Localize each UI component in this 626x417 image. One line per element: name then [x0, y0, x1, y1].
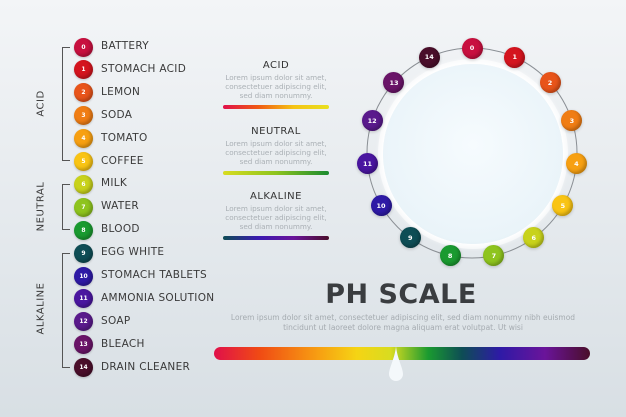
ring-ph-badge: 0	[461, 37, 483, 59]
ph-badge: 2	[74, 83, 93, 103]
ring-ph-badge: 1	[504, 46, 526, 68]
panel-text: Lorem ipsum dolor sit amet, consectetuer…	[225, 204, 327, 231]
item-label: STOMACH TABLETS	[101, 269, 208, 281]
ph-badge: 11	[74, 289, 93, 309]
item-label: STOMACH ACID	[101, 62, 187, 75]
panel-title: ACID	[262, 60, 290, 71]
ring-ph-badge: 10	[370, 195, 392, 216]
ring-ph-badge: 7	[483, 245, 505, 267]
panel-neutral: NEUTRAL Lorem ipsum dolor sit amet, cons…	[218, 126, 334, 175]
ring-ph-badge: 5	[552, 195, 574, 216]
item-label: COFFEE	[101, 154, 144, 167]
ring-ph-badge: 9	[399, 227, 421, 249]
alkaline-gradient-bar	[223, 236, 329, 240]
acid-bracket	[62, 47, 70, 161]
ph-badge: 3	[74, 106, 93, 126]
item-label: BLEACH	[101, 337, 145, 350]
ph-badge: 14	[74, 358, 93, 378]
ring-ph-badge: 6	[523, 227, 545, 249]
item-label: MILK	[101, 177, 128, 190]
item-label: LEMON	[101, 85, 141, 98]
item-label: AMMONIA SOLUTION	[101, 291, 215, 304]
item-label: WATER	[101, 200, 140, 213]
ph-badge: 8	[74, 220, 93, 240]
ph-badge: 10	[74, 266, 93, 286]
ph-badge: 13	[74, 335, 93, 355]
alkaline-bracket	[62, 253, 70, 368]
center-glass-circle	[383, 64, 563, 244]
ring-ph-badge: 14	[418, 46, 440, 68]
panel-text: Lorem ipsum dolor sit amet, consectetuer…	[225, 139, 327, 166]
item-label: BATTERY	[101, 40, 149, 52]
panel-title: NEUTRAL	[251, 126, 301, 137]
ph-badge: 5	[74, 152, 93, 171]
ph-badge: 7	[74, 197, 93, 217]
item-label: DRAIN CLEANER	[101, 360, 191, 373]
item-label: BLOOD	[101, 223, 140, 236]
panel-title: ALKALINE	[250, 191, 302, 202]
ph-badge: 12	[74, 312, 93, 332]
page-title: PH SCALE	[325, 279, 477, 310]
ring-ph-badge: 4	[565, 153, 587, 175]
neutral-bracket	[62, 184, 70, 230]
ph-badge: 0	[74, 37, 93, 57]
ph-badge: 6	[74, 174, 93, 194]
drop-marker-icon	[389, 346, 403, 381]
ring-ph-badge: 13	[383, 72, 405, 94]
panel-text: Lorem ipsum dolor sit amet, consectetuer…	[225, 73, 327, 100]
neutral-gradient-bar	[223, 171, 329, 175]
item-label: SOAP	[101, 314, 131, 327]
ph-gradient-scale	[214, 347, 590, 360]
ring-ph-badge: 3	[561, 110, 583, 132]
ring-ph-badge: 2	[539, 72, 561, 94]
description: Lorem ipsum dolor sit amet, consectetuer…	[230, 313, 576, 332]
ph-badge: 1	[74, 60, 93, 80]
item-label: SODA	[101, 108, 133, 121]
item-label: TOMATO	[101, 131, 148, 144]
ring-ph-badge: 12	[361, 110, 383, 132]
panel-acid: ACID Lorem ipsum dolor sit amet, consect…	[218, 60, 334, 109]
ph-badge: 9	[74, 243, 93, 263]
acid-gradient-bar	[223, 105, 329, 109]
panel-alkaline: ALKALINE Lorem ipsum dolor sit amet, con…	[218, 191, 334, 240]
ring-ph-badge: 11	[357, 153, 379, 175]
ring-ph-badge: 8	[439, 245, 461, 267]
item-label: EGG WHITE	[101, 246, 165, 259]
ph-badge: 4	[74, 129, 93, 149]
